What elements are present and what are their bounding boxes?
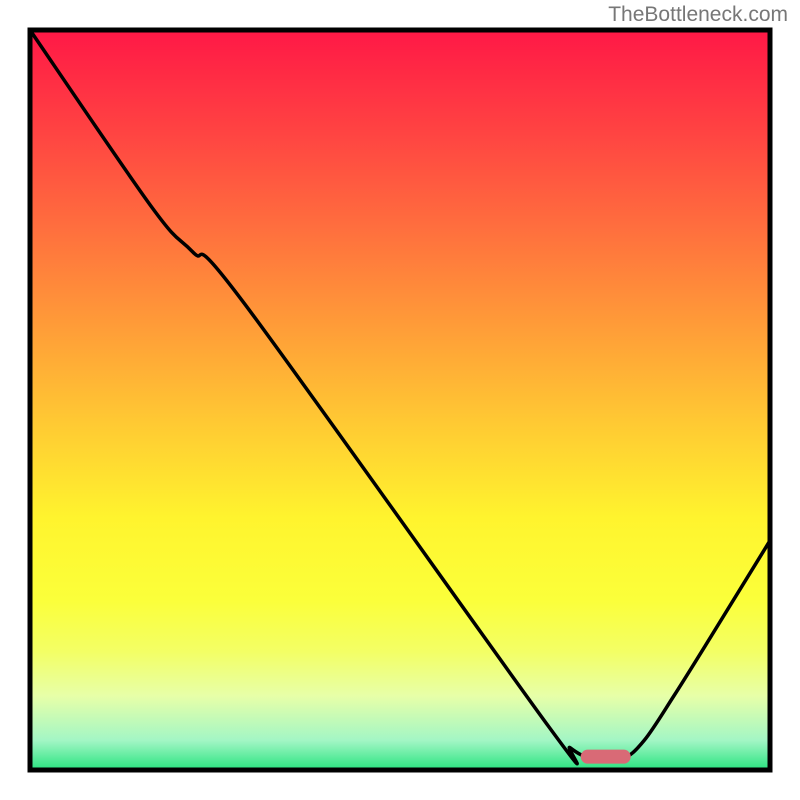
plot-background: [30, 30, 770, 770]
bottleneck-chart: [0, 0, 800, 800]
watermark-text: TheBottleneck.com: [608, 3, 788, 27]
optimal-marker: [581, 750, 631, 764]
chart-container: TheBottleneck.com: [0, 0, 800, 800]
